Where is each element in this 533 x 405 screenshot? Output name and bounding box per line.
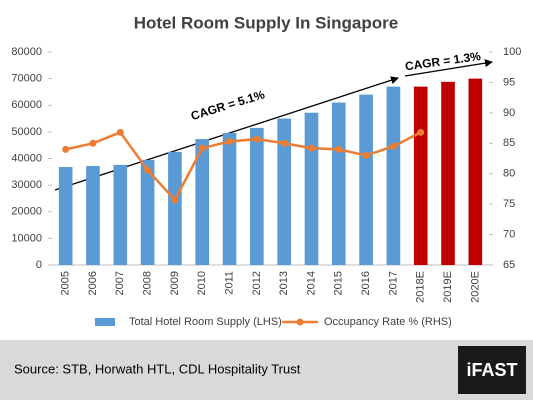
marker xyxy=(389,142,397,150)
x-tick-label: 2010 xyxy=(196,271,208,295)
bar xyxy=(277,118,291,265)
x-tick-label: 2016 xyxy=(360,271,372,295)
x-tick-label: 2011 xyxy=(223,271,235,295)
bar xyxy=(359,94,373,265)
x-tick-label: 2006 xyxy=(87,271,99,295)
y2-tick-label: 70 xyxy=(503,228,515,240)
x-tick-label: 2005 xyxy=(60,271,72,295)
x-tick-label: 2012 xyxy=(251,271,263,295)
bar xyxy=(304,112,319,265)
marker xyxy=(335,145,343,153)
y2-tick-label: 75 xyxy=(503,198,515,210)
x-tick-label: 2015 xyxy=(333,271,345,295)
x-tick-label: 2020E xyxy=(469,271,481,303)
y2-tick-label: 95 xyxy=(503,76,515,88)
legend-label: Total Hotel Room Supply (LHS) xyxy=(129,316,282,328)
bar xyxy=(113,164,128,265)
chart-title: Hotel Room Supply In Singapore xyxy=(134,13,398,32)
y-tick-label: 70000 xyxy=(11,73,42,85)
bar xyxy=(58,167,73,265)
bar xyxy=(386,86,401,265)
y2-tick-label: 100 xyxy=(503,46,521,58)
y-tick-label: 50000 xyxy=(11,126,42,138)
y2-tick-label: 65 xyxy=(503,259,515,271)
y-tick-label: 10000 xyxy=(11,232,42,244)
y2-tick-label: 90 xyxy=(503,107,515,119)
x-tick-label: 2007 xyxy=(114,271,126,295)
logo: iFAST xyxy=(466,360,517,380)
footer xyxy=(0,340,533,400)
x-tick-label: 2009 xyxy=(169,271,181,295)
marker xyxy=(362,151,370,159)
y-tick-label: 20000 xyxy=(11,206,42,218)
bar xyxy=(441,81,455,265)
marker xyxy=(226,137,234,145)
marker xyxy=(280,139,288,147)
y-tick-label: 40000 xyxy=(11,152,42,164)
bar xyxy=(86,165,100,265)
bar xyxy=(331,102,346,266)
bar xyxy=(468,78,483,265)
marker xyxy=(62,145,70,153)
marker xyxy=(253,135,261,143)
x-tick-label: 2018E xyxy=(415,271,427,303)
marker xyxy=(198,144,206,152)
y-tick-label: 60000 xyxy=(11,99,42,111)
marker xyxy=(171,196,179,204)
y-tick-label: 0 xyxy=(36,259,42,271)
bar xyxy=(413,86,428,265)
bar xyxy=(250,127,264,265)
line xyxy=(65,130,422,203)
x-tick-label: 2008 xyxy=(142,271,154,295)
x-tick-label: 2014 xyxy=(305,271,317,295)
y-tick-label: 80000 xyxy=(11,46,42,58)
arrow xyxy=(404,59,493,77)
legend-swatch xyxy=(95,318,115,326)
x-tick-label: 2017 xyxy=(387,271,399,295)
marker xyxy=(417,128,425,136)
marker xyxy=(144,166,152,174)
legend-swatch xyxy=(296,318,304,326)
logo-box xyxy=(458,346,526,394)
marker xyxy=(116,128,124,136)
bar xyxy=(195,139,210,265)
marker xyxy=(307,144,315,152)
marker xyxy=(89,139,97,147)
bar xyxy=(140,159,155,265)
source: Source: STB, Horwath HTL, CDL Hospitalit… xyxy=(14,361,301,376)
bar xyxy=(168,151,182,265)
y2-tick-label: 80 xyxy=(503,168,515,180)
x-tick-label: 2019E xyxy=(442,271,454,303)
y-tick-label: 30000 xyxy=(11,179,42,191)
y2-tick-label: 85 xyxy=(503,137,515,149)
legend-label: Occupancy Rate % (RHS) xyxy=(324,316,452,328)
bar xyxy=(222,132,237,265)
x-tick-label: 2013 xyxy=(278,271,290,295)
